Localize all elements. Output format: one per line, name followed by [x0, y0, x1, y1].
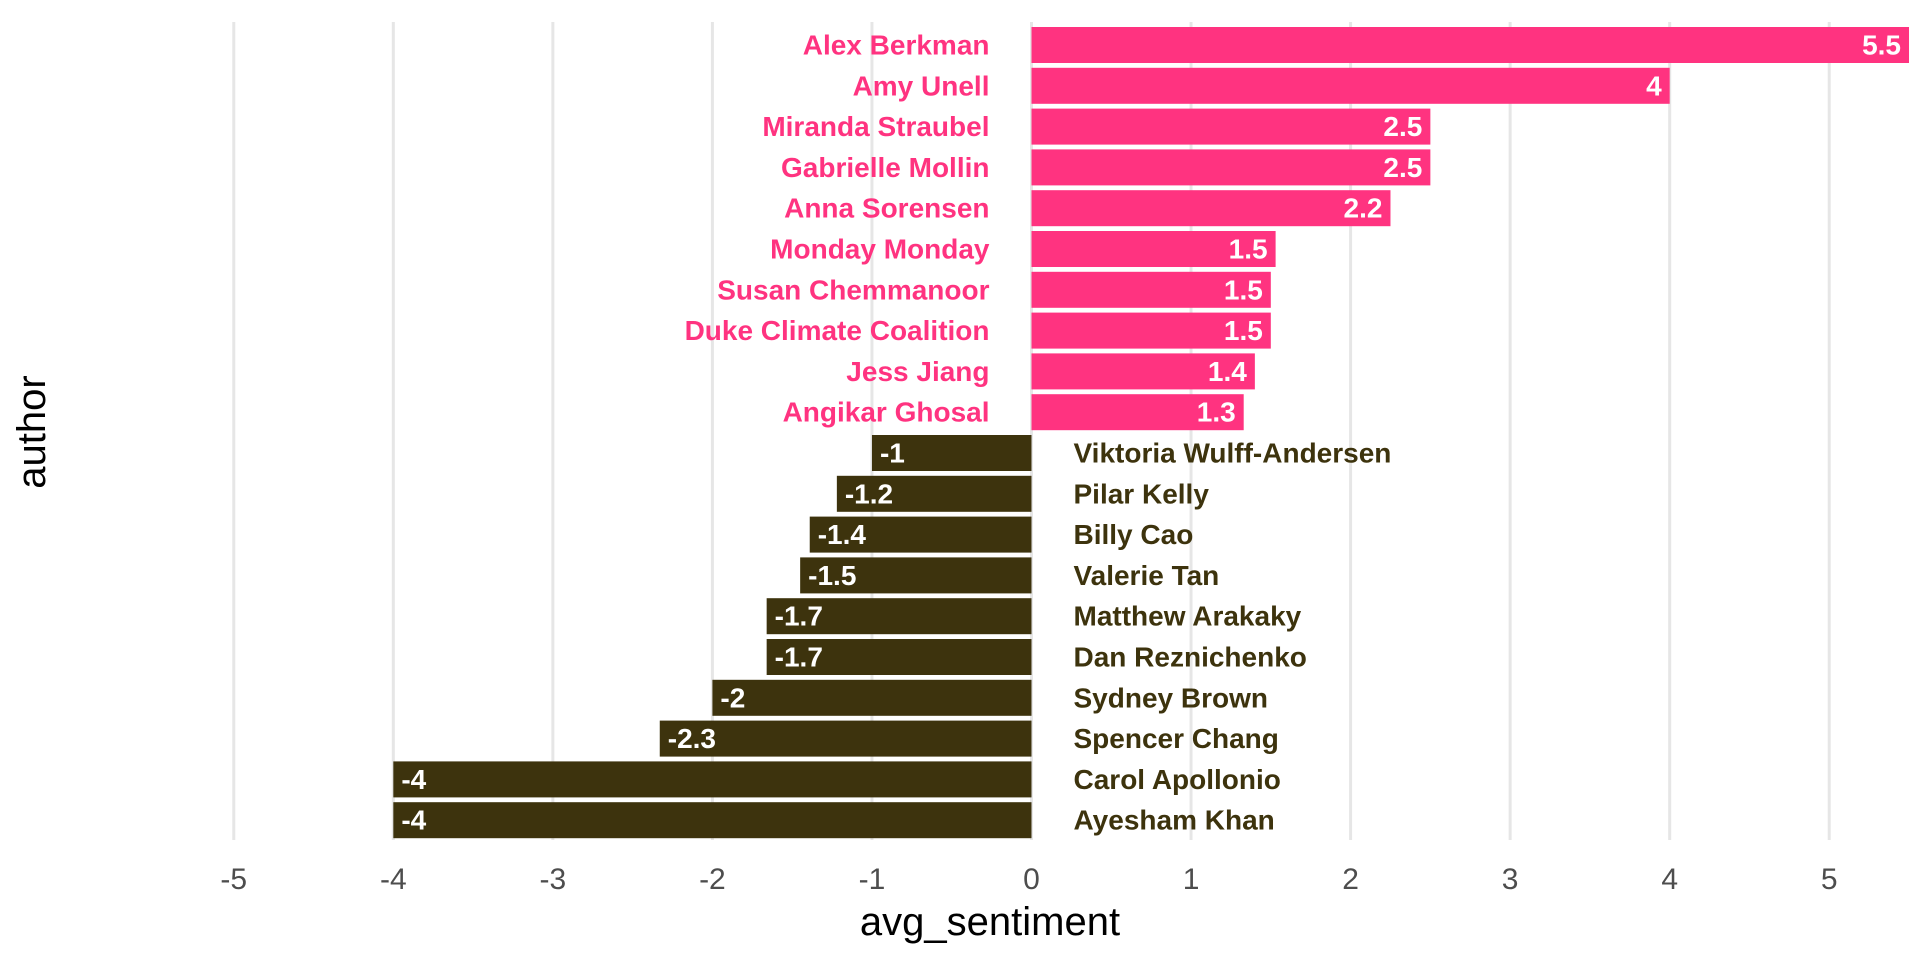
x-tick-label: -1 [859, 863, 886, 896]
bar [809, 516, 1032, 553]
bar [766, 598, 1032, 635]
bar-value-label: 2.2 [1344, 193, 1383, 224]
x-tick-label: 2 [1342, 863, 1359, 896]
bar [659, 720, 1032, 757]
bar [766, 639, 1032, 675]
author-label: Jess Jiang [846, 356, 989, 387]
bar [1031, 394, 1244, 431]
author-label: Susan Chemmanoor [717, 274, 989, 305]
author-label: Duke Climate Coalition [685, 315, 990, 346]
author-label: Gabrielle Mollin [781, 152, 989, 183]
bar-value-label: -1 [880, 438, 905, 469]
author-label: Pilar Kelly [1074, 478, 1210, 509]
bar [1031, 312, 1271, 349]
bar-value-labels: 5.542.52.52.21.51.51.51.41.3-1-1.2-1.4-1… [401, 30, 1901, 836]
x-tick-label: 5 [1821, 863, 1838, 896]
bar [1031, 149, 1431, 186]
bar-value-label: -1.7 [775, 601, 823, 632]
author-label: Billy Cao [1074, 519, 1194, 550]
x-axis-ticks: -5 -4 -3 -2 -1 0 1 2 3 4 5 [220, 863, 1837, 896]
bar-value-label: -2 [720, 682, 745, 713]
bar [1031, 108, 1431, 145]
bars [393, 27, 1909, 839]
author-label: Sydney Brown [1074, 682, 1268, 713]
bar-value-label: -1.7 [775, 642, 823, 673]
bar-value-label: 1.3 [1197, 397, 1236, 428]
gridlines [232, 22, 1831, 840]
bar-value-label: 4 [1646, 70, 1662, 101]
x-axis-title: avg_sentiment [860, 900, 1120, 944]
author-label: Monday Monday [770, 234, 990, 265]
author-label: Ayesham Khan [1074, 805, 1275, 836]
bar-value-label: 2.5 [1383, 152, 1422, 183]
bar [871, 435, 1032, 471]
x-tick-label: -5 [220, 863, 247, 896]
bar-value-label: -2.3 [668, 723, 716, 754]
author-label: Valerie Tan [1074, 560, 1220, 591]
x-tick-label: -4 [380, 863, 407, 896]
bar-value-label: 1.5 [1224, 315, 1263, 346]
bar [1031, 27, 1909, 63]
bar [393, 802, 1032, 839]
x-tick-label: 0 [1023, 863, 1040, 896]
bar-value-label: -4 [401, 805, 426, 836]
bar [800, 557, 1032, 594]
x-tick-label: 3 [1502, 863, 1519, 896]
author-label: Spencer Chang [1074, 723, 1279, 754]
bar [1031, 271, 1271, 308]
bar-value-label: 5.5 [1862, 30, 1901, 61]
author-label: Viktoria Wulff-Andersen [1074, 438, 1392, 469]
bar-value-label: -4 [401, 764, 426, 795]
bar [1031, 67, 1670, 104]
bar-value-label: -1.5 [808, 560, 856, 591]
author-label: Miranda Straubel [762, 111, 989, 142]
bar [1031, 353, 1255, 390]
bar [712, 679, 1032, 716]
author-labels: Alex Berkman Amy Unell Miranda Straubel Gab… [685, 30, 1392, 836]
bar-value-label: 1.5 [1224, 274, 1263, 305]
author-label: Amy Unell [853, 70, 990, 101]
x-tick-label: 4 [1661, 863, 1678, 896]
author-label: Anna Sorensen [784, 193, 989, 224]
bar [393, 761, 1032, 798]
x-tick-label: -3 [540, 863, 567, 896]
bar-value-label: -1.2 [845, 478, 893, 509]
y-axis-title: author [10, 375, 54, 488]
author-label: Dan Reznichenko [1074, 642, 1307, 673]
bar-value-label: 1.5 [1229, 234, 1268, 265]
bar [836, 475, 1032, 512]
x-tick-label: -2 [699, 863, 726, 896]
author-label: Alex Berkman [803, 30, 990, 61]
bar-value-label: -1.4 [818, 519, 867, 550]
bar [1031, 190, 1391, 227]
bar [1031, 231, 1276, 267]
bar-value-label: 1.4 [1208, 356, 1247, 387]
bar-value-label: 2.5 [1383, 111, 1422, 142]
author-label: Matthew Arakaky [1074, 601, 1302, 632]
author-label: Angikar Ghosal [783, 397, 990, 428]
author-label: Carol Apollonio [1074, 764, 1281, 795]
x-tick-label: 1 [1183, 863, 1200, 896]
